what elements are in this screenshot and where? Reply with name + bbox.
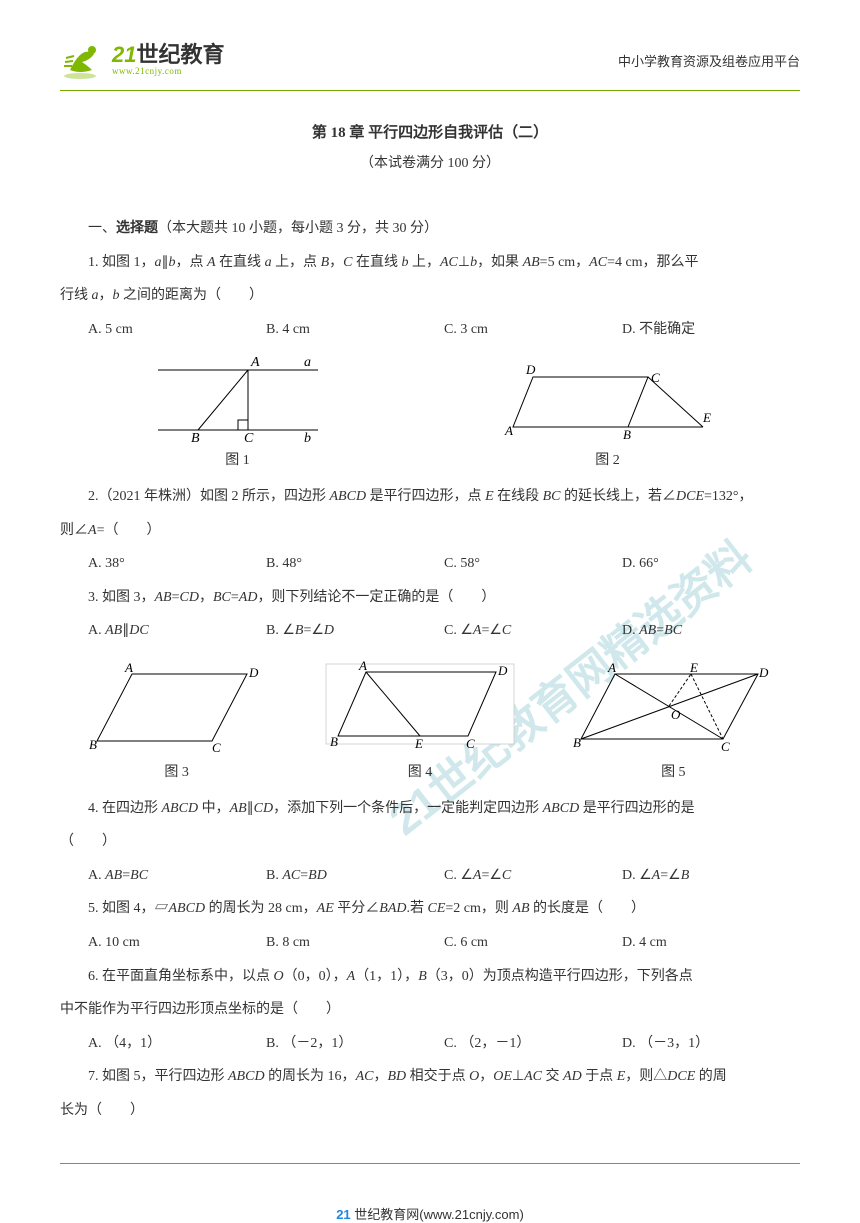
q4-opt-d: D. ∠A=∠B <box>622 859 800 893</box>
svg-text:B: B <box>191 431 200 442</box>
svg-text:B: B <box>89 737 97 752</box>
svg-text:O: O <box>671 707 681 722</box>
section-1-heading: 一、选择题（本大题共 10 小题，每小题 3 分，共 30 分） <box>60 212 800 246</box>
q3-opt-a: A. AB∥DC <box>88 614 266 648</box>
figure-1: A a B C b 图 1 <box>138 352 338 478</box>
q5-stem: 5. 如图 4，▱ABCD 的周长为 28 cm，AE 平分∠BAD.若 CE=… <box>60 892 800 926</box>
svg-text:E: E <box>689 660 698 675</box>
q1-opt-d: D. 不能确定 <box>622 313 800 347</box>
svg-text:B: B <box>573 735 581 750</box>
page-subtitle: （本试卷满分 100 分） <box>60 152 800 172</box>
q5-opt-b: B. 8 cm <box>266 926 444 960</box>
q2-opt-b: B. 48° <box>266 547 444 581</box>
svg-text:A: A <box>124 660 133 675</box>
svg-text:D: D <box>525 362 536 377</box>
q6-opt-a: A. （4，1） <box>88 1027 266 1061</box>
q2-opt-d: D. 66° <box>622 547 800 581</box>
q2-line1: 2.（2021 年株洲）如图 2 所示，四边形 ABCD 是平行四边形，点 E … <box>60 480 800 514</box>
page-header: 21世纪教育 www.21cnjy.com 中小学教育资源及组卷应用平台 <box>60 40 800 80</box>
q3-opt-b: B. ∠B=∠D <box>266 614 444 648</box>
q5-options: A. 10 cm B. 8 cm C. 6 cm D. 4 cm <box>60 926 800 960</box>
logo: 21世纪教育 www.21cnjy.com <box>60 40 225 80</box>
q6-options: A. （4，1） B. （－2，1） C. （2，－1） D. （－3，1） <box>60 1027 800 1061</box>
q5-opt-d: D. 4 cm <box>622 926 800 960</box>
q1-opt-a: A. 5 cm <box>88 313 266 347</box>
logo-runner-icon <box>60 40 110 80</box>
fig5-label: 图 5 <box>573 756 773 790</box>
svg-text:D: D <box>758 665 769 680</box>
fig3-label: 图 3 <box>87 756 267 790</box>
figure-5: A E D B C O 图 5 <box>573 659 773 790</box>
q4-line2: （ ） <box>60 825 800 859</box>
footer-divider <box>60 1163 800 1164</box>
fig4-label: 图 4 <box>320 756 520 790</box>
q3-opt-c: C. ∠A=∠C <box>444 614 622 648</box>
svg-text:C: C <box>466 736 475 751</box>
svg-text:B: B <box>330 734 338 749</box>
figure-4: A D B E C 图 4 <box>320 654 520 790</box>
figure-2: A B C D E 图 2 <box>493 352 723 478</box>
footer-brand-num: 21 <box>336 1207 350 1222</box>
q3-opt-d: D. AB=BC <box>622 614 800 648</box>
q5-opt-a: A. 10 cm <box>88 926 266 960</box>
q5-opt-c: C. 6 cm <box>444 926 622 960</box>
q1-opt-b: B. 4 cm <box>266 313 444 347</box>
q2-opt-c: C. 58° <box>444 547 622 581</box>
footer-brand-text: 世纪教育网 <box>351 1207 420 1222</box>
q6-opt-b: B. （－2，1） <box>266 1027 444 1061</box>
q3-stem: 3. 如图 3，AB=CD，BC=AD，则下列结论不一定正确的是（ ） <box>60 581 800 615</box>
header-right-text: 中小学教育资源及组卷应用平台 <box>618 51 800 70</box>
fig2-label: 图 2 <box>493 444 723 478</box>
q2-opt-a: A. 38° <box>88 547 266 581</box>
logo-text: 世纪教育 <box>136 42 224 67</box>
svg-text:A: A <box>358 658 367 673</box>
fig1-label: 图 1 <box>138 444 338 478</box>
svg-text:C: C <box>244 431 254 442</box>
q1-line1: 1. 如图 1，a∥b，点 A 在直线 a 上，点 B，C 在直线 b 上，AC… <box>60 246 800 280</box>
q1-opt-c: C. 3 cm <box>444 313 622 347</box>
header-divider <box>60 90 800 91</box>
svg-text:A: A <box>250 355 260 370</box>
q4-line1: 4. 在四边形 ABCD 中，AB∥CD，添加下列一个条件后，一定能判定四边形 … <box>60 792 800 826</box>
q6-line1: 6. 在平面直角坐标系中，以点 O（0，0），A（1，1），B（3，0）为顶点构… <box>60 960 800 994</box>
footer-url: (www.21cnjy.com) <box>419 1207 524 1222</box>
svg-text:C: C <box>651 370 660 385</box>
q6-line2: 中不能作为平行四边形顶点坐标的是（ ） <box>60 993 800 1027</box>
svg-text:D: D <box>248 665 259 680</box>
figure-3: A D B C 图 3 <box>87 659 267 790</box>
q7-line2: 长为（ ） <box>60 1094 800 1128</box>
q4-opt-b: B. AC=BD <box>266 859 444 893</box>
page-title: 第 18 章 平行四边形自我评估（二） <box>60 121 800 142</box>
q7-line1: 7. 如图 5，平行四边形 ABCD 的周长为 16，AC，BD 相交于点 O，… <box>60 1060 800 1094</box>
q3-options: A. AB∥DC B. ∠B=∠D C. ∠A=∠C D. AB=BC <box>60 614 800 648</box>
q6-opt-c: C. （2，－1） <box>444 1027 622 1061</box>
q1-options: A. 5 cm B. 4 cm C. 3 cm D. 不能确定 <box>60 313 800 347</box>
logo-number: 21 <box>112 42 136 67</box>
svg-text:C: C <box>721 739 730 754</box>
svg-text:A: A <box>607 660 616 675</box>
svg-text:b: b <box>304 431 311 442</box>
q1-line2: 行线 a，b 之间的距离为（ ） <box>60 279 800 313</box>
q2-line2: 则∠A=（ ） <box>60 514 800 548</box>
logo-title: 21世纪教育 <box>112 44 225 66</box>
svg-text:E: E <box>414 736 423 751</box>
svg-text:B: B <box>623 427 631 442</box>
svg-text:D: D <box>497 663 508 678</box>
svg-text:a: a <box>304 355 311 370</box>
logo-url: www.21cnjy.com <box>112 66 225 76</box>
svg-text:E: E <box>702 410 711 425</box>
q4-opt-c: C. ∠A=∠C <box>444 859 622 893</box>
q6-opt-d: D. （－3，1） <box>622 1027 800 1061</box>
q4-opt-a: A. AB=BC <box>88 859 266 893</box>
page-footer: 21 世纪教育网(www.21cnjy.com) <box>0 1204 860 1223</box>
svg-text:A: A <box>504 423 513 438</box>
q2-options: A. 38° B. 48° C. 58° D. 66° <box>60 547 800 581</box>
svg-text:C: C <box>212 740 221 754</box>
q4-options: A. AB=BC B. AC=BD C. ∠A=∠C D. ∠A=∠B <box>60 859 800 893</box>
